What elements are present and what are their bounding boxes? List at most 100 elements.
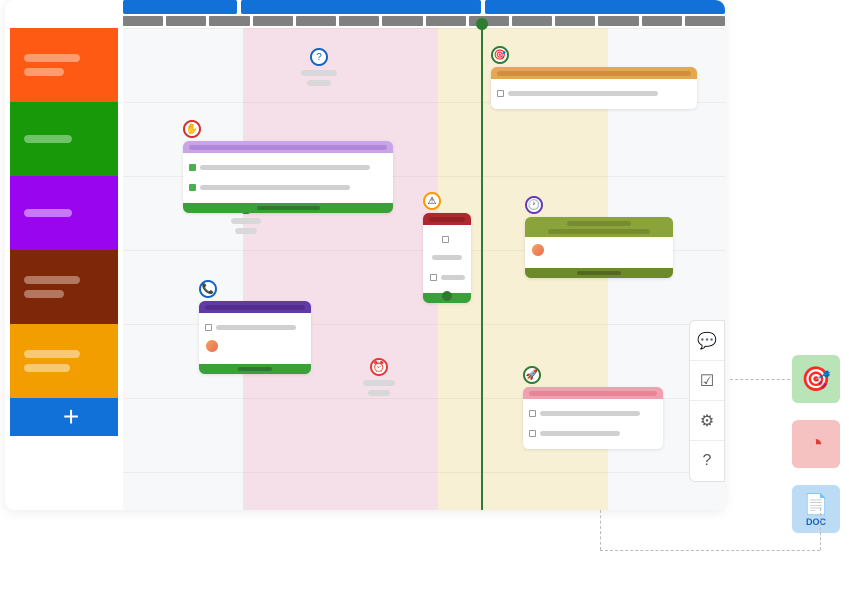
report-icon[interactable]: ◔: [792, 420, 840, 468]
connector-line: [820, 508, 821, 550]
sidebar-row[interactable]: [10, 176, 118, 250]
sidebar-row[interactable]: [10, 28, 118, 102]
checkbox-icon[interactable]: [442, 236, 449, 243]
task-text-line: [200, 165, 370, 170]
task-card[interactable]: [525, 217, 673, 278]
task-text-line: [540, 431, 620, 436]
task-text-line: [441, 275, 465, 280]
header-day: [598, 16, 638, 26]
header-segment: [241, 0, 481, 14]
doc-icon[interactable]: 📄DOC: [792, 485, 840, 533]
right-toolbar: 💬☑⚙?: [689, 320, 725, 482]
gantt-board: + ?✎⏰ 🎯✋⚠🕐📞🚀 💬☑⚙?: [5, 0, 725, 510]
time-shade: [243, 28, 438, 510]
task-hand[interactable]: ✋: [183, 120, 201, 141]
task-text-line: [200, 185, 350, 190]
row-label-line: [24, 54, 80, 62]
row-label-line: [24, 350, 80, 358]
goals-icon[interactable]: 🎯: [792, 355, 840, 403]
task-clock[interactable]: 🕐: [525, 196, 543, 217]
card-body: [491, 79, 697, 109]
checkbox-icon[interactable]: [189, 164, 196, 171]
sidebar-row[interactable]: [10, 324, 118, 398]
row-label-line: [24, 364, 70, 372]
card-body: [199, 313, 311, 364]
card-footer: [183, 203, 393, 213]
card-footer: [423, 293, 471, 303]
task-type-icon: ⏰: [370, 358, 388, 376]
task-card[interactable]: [523, 387, 663, 449]
header-months: [123, 0, 725, 14]
task-card[interactable]: [183, 141, 393, 213]
header-day: [253, 16, 293, 26]
checkbox-icon[interactable]: [430, 274, 437, 281]
checkbox-icon[interactable]: [529, 430, 536, 437]
sidebar-row[interactable]: [10, 250, 118, 324]
header-day: [642, 16, 682, 26]
task-type-icon: ?: [310, 48, 328, 66]
ghost-line: [307, 80, 331, 86]
task-warn[interactable]: ⚠: [423, 192, 441, 213]
task-card[interactable]: [199, 301, 311, 374]
card-header: [491, 67, 697, 79]
task-text-line: [508, 91, 658, 96]
checkbox-icon[interactable]: [205, 324, 212, 331]
header-days: [123, 16, 725, 26]
card-header: [523, 387, 663, 399]
header-day: [296, 16, 336, 26]
sidebar-row[interactable]: [10, 102, 118, 176]
avatar: [531, 243, 545, 257]
ghost-line: [363, 380, 395, 386]
header-day: [166, 16, 206, 26]
header-day: [469, 16, 509, 26]
task-type-icon: ✋: [183, 120, 201, 138]
checkbox-icon[interactable]: [189, 184, 196, 191]
header-day: [426, 16, 466, 26]
row-label-line: [24, 290, 64, 298]
ghost-line: [231, 218, 261, 224]
task-text-line: [216, 325, 296, 330]
card-footer: [525, 268, 673, 278]
card-body: [423, 225, 471, 293]
settings-icon[interactable]: ⚙: [690, 401, 724, 441]
task-rocket[interactable]: 🚀: [523, 366, 541, 387]
task-phone[interactable]: 📞: [199, 280, 217, 301]
ghost-line: [368, 390, 390, 396]
card-header: [423, 213, 471, 225]
timeline-grid: ?✎⏰ 🎯✋⚠🕐📞🚀: [123, 28, 725, 510]
placeholder-task[interactable]: ⏰: [363, 358, 395, 396]
placeholder-task[interactable]: ?: [301, 48, 337, 86]
header-day: [512, 16, 552, 26]
check-icon[interactable]: ☑: [690, 361, 724, 401]
row-label-line: [24, 276, 80, 284]
header-segment: [485, 0, 725, 14]
header-day: [555, 16, 595, 26]
add-row-button[interactable]: +: [10, 398, 118, 436]
avatar: [205, 339, 219, 353]
checkbox-icon[interactable]: [497, 90, 504, 97]
connector-line: [600, 510, 601, 550]
card-body: [525, 237, 673, 268]
row-label-line: [24, 135, 72, 143]
ghost-line: [235, 228, 257, 234]
connector-line: [600, 550, 820, 551]
task-target[interactable]: 🎯: [491, 46, 509, 67]
card-footer: [199, 364, 311, 374]
checkbox-icon[interactable]: [529, 410, 536, 417]
help-icon[interactable]: ?: [690, 441, 724, 481]
task-text-line: [432, 255, 462, 260]
task-type-icon: 🕐: [525, 196, 543, 214]
header-day: [123, 16, 163, 26]
header-day: [209, 16, 249, 26]
task-type-icon: 📞: [199, 280, 217, 298]
task-text-line: [540, 411, 640, 416]
header-day: [382, 16, 422, 26]
card-body: [523, 399, 663, 449]
chat-icon[interactable]: 💬: [690, 321, 724, 361]
row-label-line: [24, 68, 64, 76]
card-header: [183, 141, 393, 153]
task-card[interactable]: [491, 67, 697, 109]
header-segment: [123, 0, 237, 14]
task-card[interactable]: [423, 213, 471, 303]
row-label-line: [24, 209, 72, 217]
